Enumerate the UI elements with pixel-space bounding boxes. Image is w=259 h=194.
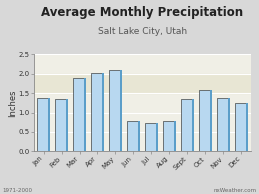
- Bar: [163, 121, 174, 151]
- Bar: [109, 70, 120, 151]
- Bar: [217, 98, 228, 151]
- Bar: [37, 98, 48, 151]
- Bar: [210, 90, 212, 151]
- Bar: [91, 73, 102, 151]
- Y-axis label: Inches: Inches: [8, 89, 17, 117]
- Bar: [228, 98, 230, 151]
- Bar: [192, 99, 194, 151]
- Bar: [102, 73, 104, 151]
- Text: 1971-2000: 1971-2000: [3, 188, 33, 193]
- Bar: [48, 98, 50, 151]
- Bar: [174, 121, 176, 151]
- Bar: [145, 123, 156, 151]
- Bar: [138, 121, 140, 151]
- Bar: [55, 99, 66, 151]
- Bar: [66, 99, 68, 151]
- Bar: [73, 78, 84, 151]
- Text: nxWeather.com: nxWeather.com: [213, 188, 256, 193]
- Bar: [156, 123, 158, 151]
- Bar: [181, 99, 192, 151]
- Bar: [199, 90, 210, 151]
- Bar: [246, 103, 248, 151]
- Text: Salt Lake City, Utah: Salt Lake City, Utah: [98, 27, 187, 36]
- Bar: [127, 121, 138, 151]
- Text: Average Monthly Precipitation: Average Monthly Precipitation: [41, 6, 243, 19]
- Bar: [120, 70, 122, 151]
- Bar: [84, 78, 86, 151]
- Bar: [235, 103, 246, 151]
- Bar: [34, 74, 251, 93]
